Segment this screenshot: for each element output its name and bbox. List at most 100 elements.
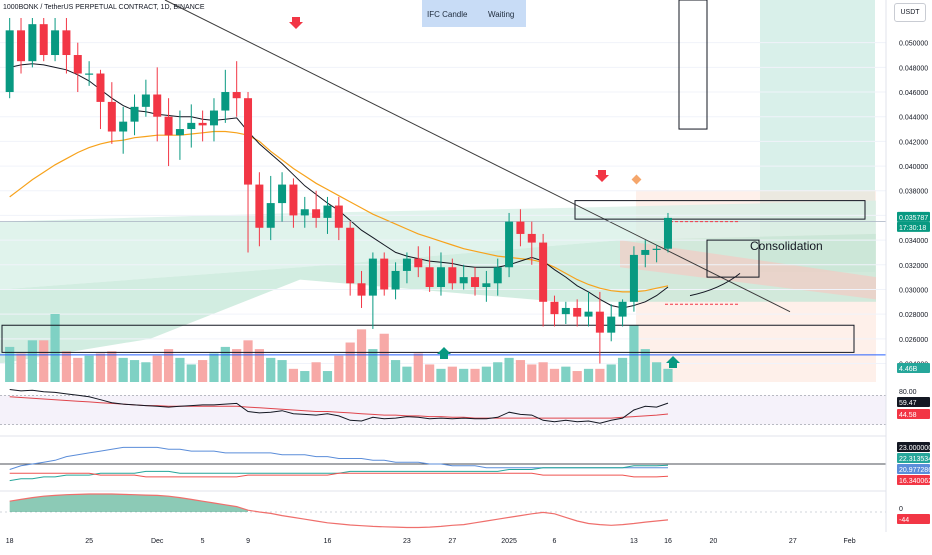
volume-bar — [538, 362, 548, 382]
candle-body — [436, 267, 445, 287]
volume-bar — [617, 357, 628, 382]
osc-area — [9, 494, 249, 512]
candle-body — [5, 30, 14, 93]
time-tick-label: 18 — [6, 538, 14, 545]
candle-body — [334, 205, 343, 228]
candle-body — [380, 258, 389, 290]
volume-bar — [277, 360, 287, 382]
volume-bar — [198, 360, 208, 382]
candle-body — [607, 316, 616, 333]
candle-body — [505, 221, 514, 268]
volume-bar — [459, 368, 469, 382]
consolidation-box — [706, 239, 760, 278]
currency-button[interactable]: USDT — [894, 3, 926, 22]
di-minus-badge-bg — [897, 475, 930, 485]
volume-bar — [186, 364, 196, 382]
time-tick-label: 13 — [630, 538, 638, 545]
candle-body — [175, 129, 184, 136]
time-tick-label: 16 — [664, 538, 672, 545]
price-tick-label: 0.042000 — [899, 139, 928, 146]
price-tick-label: 0.040000 — [899, 164, 928, 171]
volume-bar — [470, 368, 480, 382]
volume-bar — [640, 349, 650, 382]
candle-body — [130, 106, 139, 122]
adx-level-badge: 23.000000 — [899, 445, 932, 452]
candle-body — [198, 122, 207, 126]
adx-badge-bg — [897, 464, 930, 474]
price-tick-label: 0.032000 — [899, 263, 928, 270]
candle-body — [459, 277, 468, 284]
osc-value-badge-bg — [897, 514, 930, 524]
candle-body — [39, 24, 48, 56]
ichimoku-cloud-upper — [0, 200, 876, 290]
candle-body — [62, 30, 71, 56]
sell-arrow-icon — [595, 170, 609, 182]
countdown-badge: 17:30:18 — [899, 225, 926, 232]
time-tick-label: 23 — [403, 538, 411, 545]
candle-body — [85, 73, 94, 75]
price-tick-label: 0.030000 — [899, 287, 928, 294]
ifc-status: Waiting — [488, 10, 515, 19]
volume-bar — [413, 353, 423, 382]
price-tick-label: 0.038000 — [899, 189, 928, 196]
volume-bar — [345, 342, 355, 382]
volume-bar — [606, 364, 616, 382]
candle-body — [595, 311, 604, 333]
volume-badge-bg — [897, 363, 930, 373]
candle-body — [289, 184, 298, 216]
adx-badge: 20.977286 — [899, 467, 932, 474]
symbol-title: 1000BONK / TetherUS PERPETUAL CONTRACT, … — [3, 4, 205, 11]
volume-bar — [379, 333, 389, 382]
rsi-value-badge: 59.47 — [899, 400, 917, 407]
volume-bar — [527, 364, 537, 382]
candle-body — [232, 92, 241, 99]
candle-body — [493, 267, 502, 284]
volume-bar — [311, 362, 321, 382]
volume-bar — [663, 368, 673, 382]
volume-bar — [402, 366, 412, 382]
candle-body — [550, 301, 559, 315]
volume-bar — [390, 360, 401, 382]
volume-bar — [84, 355, 94, 382]
rsi-value-badge-bg — [897, 397, 930, 407]
volume-bar — [175, 357, 185, 382]
volume-bar — [107, 351, 117, 382]
volume-bar — [561, 366, 571, 382]
volume-bar — [5, 346, 15, 382]
candle-body — [448, 267, 457, 284]
rsi-ma-badge-bg — [897, 409, 930, 419]
volume-bar — [27, 340, 37, 382]
volume-bar — [652, 362, 662, 382]
volume-bar — [220, 346, 230, 382]
candle-body — [471, 277, 480, 287]
volume-bar — [356, 329, 367, 382]
price-tick-label: 0.046000 — [899, 90, 928, 97]
candle-body — [561, 307, 570, 315]
candle-body — [141, 94, 150, 107]
osc-line — [9, 493, 669, 529]
volume-bar — [39, 340, 49, 382]
candle-body — [573, 307, 582, 317]
diamond-icon — [631, 174, 642, 185]
price-tick-label: 0.034000 — [899, 238, 928, 245]
candle-body — [266, 203, 275, 228]
volume-bar — [322, 371, 333, 382]
time-tick-label: 9 — [246, 538, 250, 545]
volume-bar — [209, 353, 219, 382]
time-tick-label: 27 — [448, 538, 456, 545]
candle-body — [652, 248, 661, 250]
volume-bar — [368, 349, 378, 382]
time-tick-label: 27 — [789, 538, 797, 545]
time-tick-label: 16 — [324, 538, 332, 545]
candle-body — [402, 258, 411, 271]
candle-body — [482, 283, 491, 287]
ifc-label: IFC Candle — [427, 10, 468, 19]
volume-bar — [152, 355, 162, 382]
candle-body — [244, 98, 253, 185]
di-plus-badge: 22.313534 — [899, 456, 932, 463]
consolidation-label: Consolidation — [750, 239, 823, 253]
candle-body — [278, 184, 287, 204]
price-tick-label: 0.048000 — [899, 65, 928, 72]
